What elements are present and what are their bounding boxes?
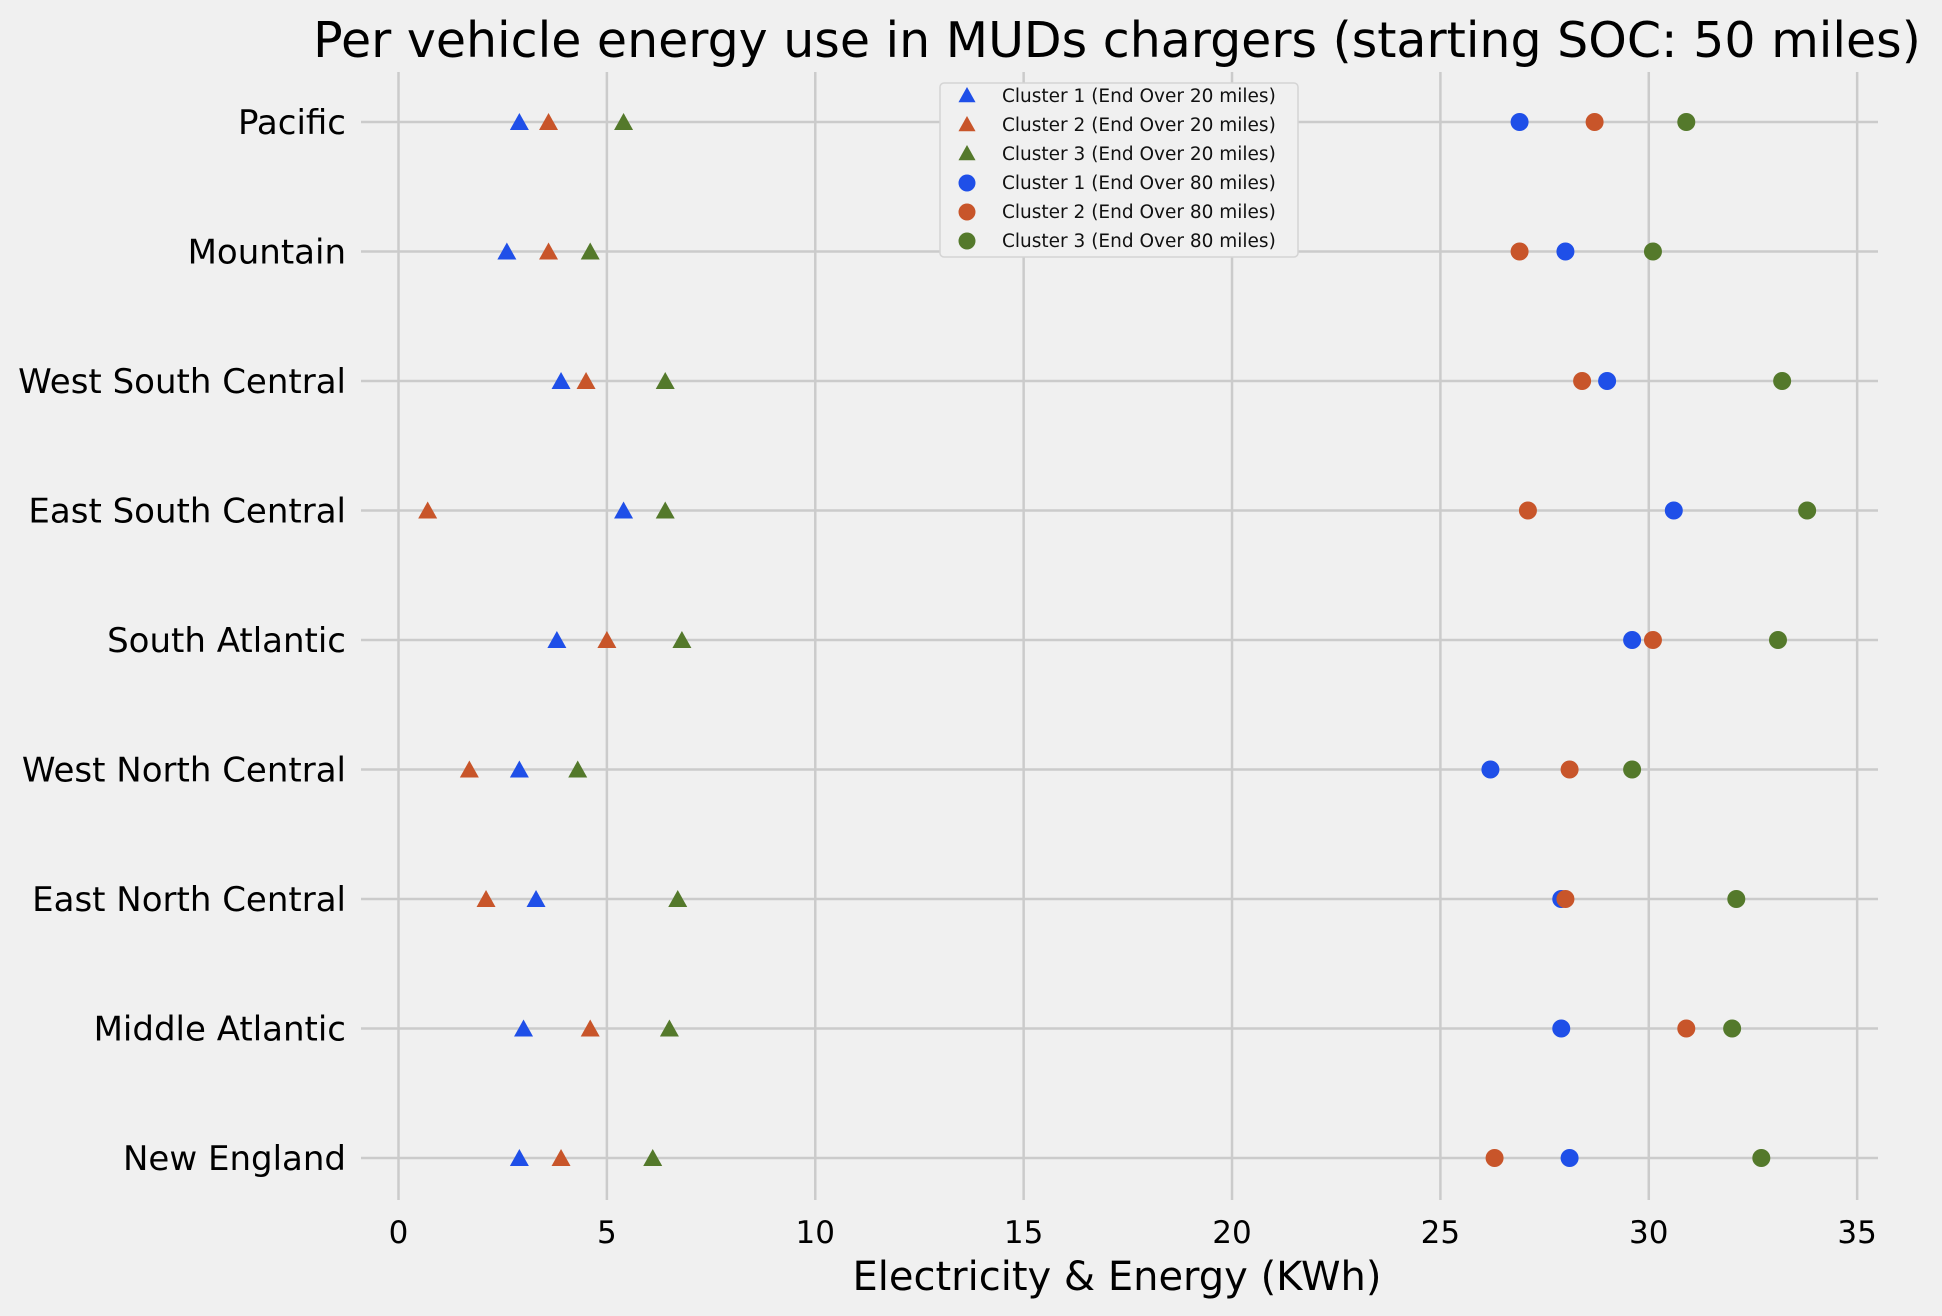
legend-marker-cluster-2-end-over-20-miles <box>958 116 976 132</box>
point-cluster-3-end-over-20-miles-west-south-central <box>655 372 675 389</box>
legend-marker-cluster-3-end-over-80-miles <box>958 232 976 250</box>
legend-marker-cluster-1-end-over-80-miles <box>958 174 976 192</box>
legend-marker-cluster-3-end-over-20-miles <box>958 145 976 161</box>
point-cluster-1-end-over-20-miles-pacific <box>509 113 529 130</box>
point-cluster-3-end-over-20-miles-pacific <box>614 113 634 130</box>
x-tick-label: 5 <box>597 1215 617 1251</box>
legend-label-cluster-3-end-over-80-miles: Cluster 3 (End Over 80 miles) <box>1002 231 1276 252</box>
point-cluster-2-end-over-20-miles-west-north-central <box>459 760 479 778</box>
point-cluster-3-end-over-80-miles-new-england <box>1752 1149 1771 1167</box>
point-cluster-1-end-over-20-miles-west-north-central <box>509 760 529 778</box>
legend-label-cluster-2-end-over-80-miles: Cluster 2 (End Over 80 miles) <box>1002 202 1276 223</box>
point-cluster-1-end-over-20-miles-mountain <box>497 242 517 260</box>
point-cluster-3-end-over-20-miles-east-north-central <box>668 890 688 907</box>
point-cluster-2-end-over-80-miles-middle-atlantic <box>1677 1019 1696 1038</box>
x-axis-ticks: 0 5 10 15 20 25 30 35 <box>389 1215 1877 1251</box>
y-tick-label-west-south-central: West South Central <box>18 362 346 402</box>
point-cluster-3-end-over-20-miles-new-england <box>643 1149 663 1166</box>
point-cluster-1-end-over-20-miles-middle-atlantic <box>514 1019 534 1037</box>
legend-label-cluster-1-end-over-80-miles: Cluster 1 (End Over 80 miles) <box>1002 173 1276 194</box>
point-cluster-3-end-over-80-miles-east-north-central <box>1727 890 1746 908</box>
point-cluster-3-end-over-80-miles-mountain <box>1643 242 1662 261</box>
y-tick-label-south-atlantic: South Atlantic <box>107 621 346 661</box>
y-tick-label-east-south-central: East South Central <box>28 492 346 532</box>
point-cluster-2-end-over-20-miles-east-south-central <box>418 501 438 519</box>
legend-marker-cluster-1-end-over-20-miles <box>958 87 976 103</box>
point-cluster-1-end-over-80-miles-east-south-central <box>1664 501 1683 520</box>
legend-box <box>939 82 1299 258</box>
x-tick-label: 20 <box>1212 1215 1251 1251</box>
legend-marker-cluster-2-end-over-80-miles <box>958 203 976 221</box>
y-tick-label-new-england: New England <box>123 1139 346 1179</box>
point-cluster-2-end-over-80-miles-mountain <box>1510 242 1529 261</box>
legend-label-cluster-3-end-over-20-miles: Cluster 3 (End Over 20 miles) <box>1002 144 1276 165</box>
point-cluster-1-end-over-80-miles-south-atlantic <box>1623 631 1642 649</box>
point-cluster-2-end-over-80-miles-west-north-central <box>1560 760 1579 779</box>
x-tick-label: 10 <box>796 1215 835 1251</box>
point-cluster-1-end-over-20-miles-new-england <box>509 1149 529 1166</box>
point-cluster-3-end-over-80-miles-west-north-central <box>1623 760 1642 779</box>
point-cluster-2-end-over-80-miles-new-england <box>1485 1149 1504 1167</box>
point-cluster-1-end-over-80-miles-pacific <box>1510 113 1529 131</box>
point-cluster-2-end-over-80-miles-pacific <box>1585 113 1604 131</box>
point-cluster-2-end-over-20-miles-south-atlantic <box>597 631 617 648</box>
x-tick-label: 30 <box>1629 1215 1668 1251</box>
y-tick-label-middle-atlantic: Middle Atlantic <box>94 1010 346 1050</box>
y-tick-label-east-north-central: East North Central <box>32 880 346 920</box>
point-cluster-1-end-over-20-miles-east-north-central <box>526 890 546 907</box>
point-cluster-2-end-over-80-miles-south-atlantic <box>1643 631 1662 649</box>
legend-label-cluster-1-end-over-20-miles: Cluster 1 (End Over 20 miles) <box>1002 86 1276 107</box>
point-cluster-3-end-over-20-miles-west-north-central <box>568 760 588 778</box>
point-cluster-1-end-over-80-miles-new-england <box>1560 1149 1579 1167</box>
point-cluster-1-end-over-80-miles-mountain <box>1556 242 1575 261</box>
point-cluster-2-end-over-20-miles-west-south-central <box>576 372 596 389</box>
point-cluster-2-end-over-80-miles-east-north-central <box>1556 890 1575 908</box>
point-cluster-3-end-over-20-miles-mountain <box>580 242 600 260</box>
point-cluster-3-end-over-80-miles-middle-atlantic <box>1723 1019 1742 1038</box>
x-tick-label: 15 <box>1004 1215 1043 1251</box>
point-cluster-3-end-over-80-miles-west-south-central <box>1773 372 1792 390</box>
legend: Cluster 1 (End Over 20 miles) Cluster 2 (… <box>939 82 1299 258</box>
point-cluster-2-end-over-80-miles-west-south-central <box>1573 372 1592 390</box>
point-cluster-3-end-over-20-miles-south-atlantic <box>672 631 692 648</box>
point-cluster-2-end-over-20-miles-pacific <box>539 113 559 130</box>
point-cluster-2-end-over-20-miles-new-england <box>551 1149 571 1166</box>
y-tick-label-west-north-central: West North Central <box>22 751 346 791</box>
point-cluster-3-end-over-80-miles-south-atlantic <box>1768 631 1787 649</box>
point-cluster-2-end-over-80-miles-east-south-central <box>1518 501 1537 520</box>
point-cluster-1-end-over-80-miles-west-south-central <box>1598 372 1617 390</box>
chart-title: Per vehicle energy use in MUDs chargers … <box>313 12 1921 69</box>
x-tick-label: 25 <box>1421 1215 1460 1251</box>
point-cluster-1-end-over-20-miles-south-atlantic <box>547 631 567 648</box>
point-cluster-1-end-over-20-miles-west-south-central <box>551 372 571 389</box>
y-axis-ticks: Pacific Mountain West South Central East So… <box>18 103 346 1179</box>
data-points <box>418 113 1817 1167</box>
point-cluster-3-end-over-20-miles-middle-atlantic <box>659 1019 679 1037</box>
point-cluster-2-end-over-20-miles-east-north-central <box>476 890 496 907</box>
point-cluster-1-end-over-80-miles-west-north-central <box>1481 760 1500 779</box>
y-tick-label-pacific: Pacific <box>238 103 346 143</box>
point-cluster-2-end-over-20-miles-middle-atlantic <box>580 1019 600 1037</box>
point-cluster-3-end-over-20-miles-east-south-central <box>655 501 675 519</box>
x-tick-label: 35 <box>1837 1215 1876 1251</box>
point-cluster-3-end-over-80-miles-pacific <box>1677 113 1696 131</box>
point-cluster-2-end-over-20-miles-mountain <box>539 242 559 260</box>
y-tick-label-mountain: Mountain <box>188 233 346 273</box>
x-axis-label: Electricity & Energy (KWh) <box>853 1254 1382 1300</box>
legend-label-cluster-2-end-over-20-miles: Cluster 2 (End Over 20 miles) <box>1002 115 1276 136</box>
point-cluster-1-end-over-20-miles-east-south-central <box>614 501 634 519</box>
point-cluster-1-end-over-80-miles-middle-atlantic <box>1552 1019 1571 1038</box>
point-cluster-3-end-over-80-miles-east-south-central <box>1798 501 1817 520</box>
x-tick-label: 0 <box>389 1215 409 1251</box>
